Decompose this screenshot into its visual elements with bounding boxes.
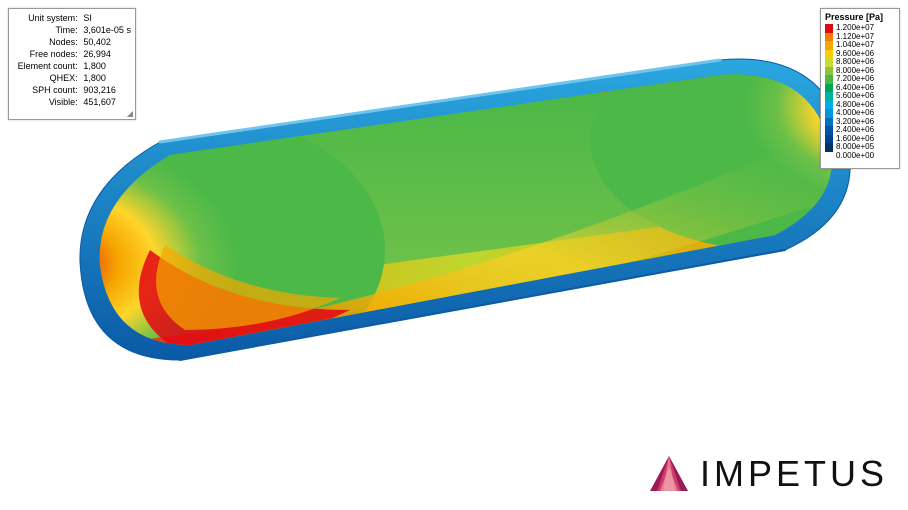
info-row: Unit system: SI (15, 13, 129, 23)
info-value: 451,607 (83, 97, 129, 107)
simulation-info-panel: Unit system: SI Time: 3,601e-05 s Nodes: 50,4… (8, 8, 136, 120)
info-row: Free nodes: 26,994 (15, 49, 129, 59)
info-label: Time: (15, 25, 78, 35)
info-value: SI (83, 13, 129, 23)
legend-swatch (825, 50, 833, 59)
info-row: Element count: 1,800 (15, 61, 129, 71)
panel-resize-grip[interactable]: ◢ (127, 109, 133, 118)
brand-logo: IMPETUS (648, 453, 888, 495)
legend-title: Pressure [Pa] (825, 12, 895, 22)
info-label: Visible: (15, 97, 78, 107)
info-value: 1,800 (83, 61, 129, 71)
contour-plot (0, 0, 908, 510)
info-label: Unit system: (15, 13, 78, 23)
legend-swatch (825, 33, 833, 42)
legend-swatch (825, 92, 833, 101)
legend-swatch (825, 126, 833, 135)
info-label: SPH count: (15, 85, 78, 95)
info-row: Visible: 451,607 (15, 97, 129, 107)
legend-swatch (825, 84, 833, 93)
info-row: Time: 3,601e-05 s (15, 25, 129, 35)
legend-swatch (825, 118, 833, 127)
legend-labels: 1.200e+071.120e+071.040e+079.600e+068.80… (836, 24, 874, 160)
color-legend: Pressure [Pa] 1.200e+071.120e+071.040e+0… (820, 8, 900, 169)
info-row: QHEX: 1,800 (15, 73, 129, 83)
info-row: Nodes: 50,402 (15, 37, 129, 47)
info-value: 1,800 (83, 73, 129, 83)
legend-swatch (825, 24, 833, 33)
info-label: Element count: (15, 61, 78, 71)
info-label: QHEX: (15, 73, 78, 83)
logo-icon (648, 453, 690, 495)
info-value: 903,216 (83, 85, 129, 95)
simulation-viewport[interactable] (0, 0, 908, 510)
legend-swatch (825, 143, 833, 152)
legend-swatch (825, 41, 833, 50)
info-value: 3,601e-05 s (83, 25, 129, 35)
legend-swatch (825, 58, 833, 67)
legend-swatch (825, 75, 833, 84)
legend-color-bar (825, 24, 833, 152)
info-row: SPH count: 903,216 (15, 85, 129, 95)
info-label: Free nodes: (15, 49, 78, 59)
info-value: 50,402 (83, 37, 129, 47)
info-label: Nodes: (15, 37, 78, 47)
legend-swatch (825, 67, 833, 76)
legend-swatch (825, 135, 833, 144)
legend-value: 0.000e+00 (836, 152, 874, 161)
logo-text: IMPETUS (700, 453, 888, 495)
info-value: 26,994 (83, 49, 129, 59)
legend-swatch (825, 109, 833, 118)
legend-swatch (825, 101, 833, 110)
